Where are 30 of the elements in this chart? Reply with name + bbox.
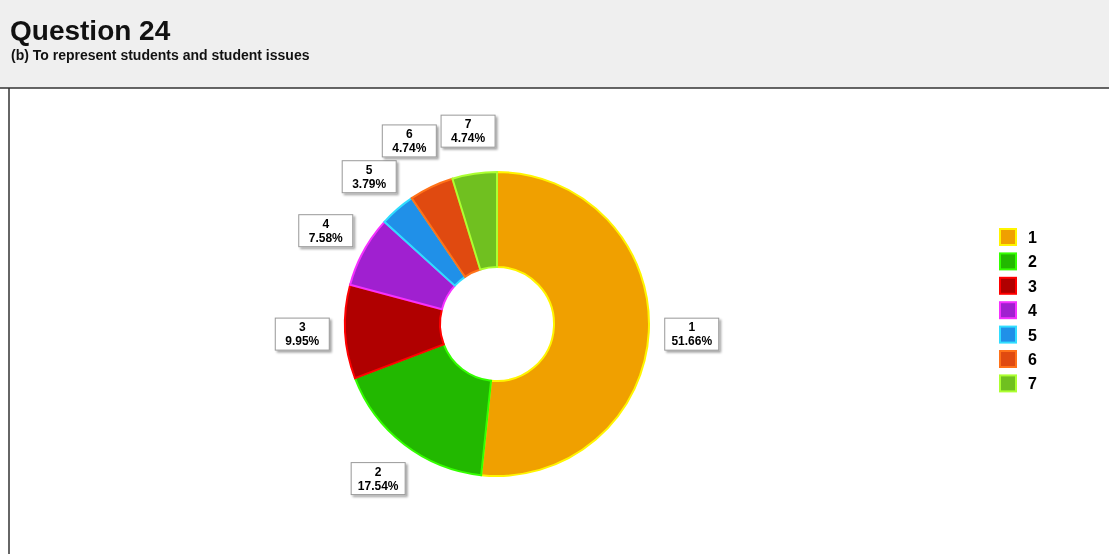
slice-label: 6: [405, 126, 413, 141]
legend-label: 1: [1028, 229, 1037, 246]
text: (b) To represent students and student issues: [11, 47, 310, 63]
data-label: 4.74%: [451, 131, 486, 146]
donut-slice: [410, 177, 482, 278]
donut-slice: [451, 171, 498, 271]
slice-label: 5: [365, 162, 373, 177]
legend-label: 2: [1028, 253, 1037, 271]
donut-slice: [480, 171, 650, 477]
donut-slice: [349, 220, 456, 311]
data-label: 17.54%: [357, 478, 399, 493]
data-label: 51.66%: [671, 334, 713, 349]
slice-label: 2: [374, 464, 382, 479]
slice-label: 7: [464, 117, 472, 132]
legend-label: 7: [1028, 375, 1037, 393]
data-label: 4.74%: [392, 140, 427, 155]
donut-slice: [344, 283, 445, 380]
chart-title: Question 24: [10, 15, 171, 46]
legend-label: 3: [1028, 277, 1037, 295]
slice-label: 3: [298, 320, 306, 335]
legend-label: 4: [1028, 302, 1037, 320]
legend-label: 5: [1028, 326, 1037, 344]
donut-slice: [353, 343, 493, 477]
legend-label: 6: [1028, 351, 1037, 368]
data-label: 7.58%: [308, 230, 344, 245]
slice-label: 1: [688, 320, 696, 335]
donut-slice: [383, 197, 467, 287]
data-label: 9.95%: [285, 334, 320, 349]
data-label: 3.79%: [352, 176, 387, 191]
slice-label: 4: [322, 216, 330, 231]
